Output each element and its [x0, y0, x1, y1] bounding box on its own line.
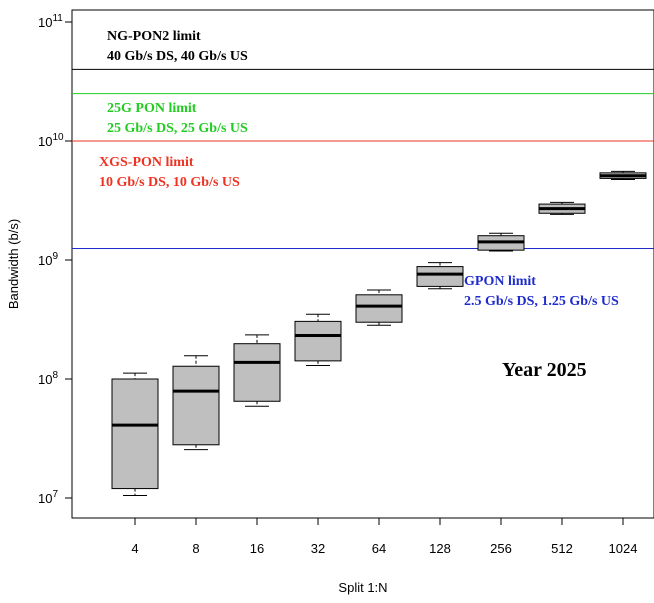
- x-tick-label-8: 8: [192, 541, 199, 556]
- iqr-box: [294, 320, 342, 362]
- box-16: [233, 334, 281, 407]
- iqr-box: [233, 343, 281, 402]
- x-tick-label-16: 16: [250, 541, 264, 556]
- iqr-box: [111, 378, 159, 490]
- y-tick-label-10e9: 109: [38, 251, 58, 268]
- box-128: [416, 262, 464, 290]
- x-axis: 4 8 16 32 64 128 256 512 1024: [131, 518, 637, 556]
- pon25g-label-line1: 25G PON limit: [107, 101, 197, 116]
- xgspon-label-line2: 10 Gb/s DS, 10 Gb/s US: [99, 175, 240, 190]
- x-tick-label-1024: 1024: [609, 541, 638, 556]
- gpon-label-line2: 2.5 Gb/s DS, 1.25 Gb/s US: [464, 294, 619, 309]
- year-annotation: Year 2025: [502, 359, 587, 381]
- boxes: [111, 170, 647, 496]
- box-32: [294, 313, 342, 366]
- gpon-label-line1: GPON limit: [464, 274, 536, 289]
- ngpon2-label-line2: 40 Gb/s DS, 40 Gb/s US: [107, 49, 248, 64]
- x-tick-label-32: 32: [311, 541, 325, 556]
- iqr-box: [355, 294, 403, 323]
- x-tick-label-512: 512: [551, 541, 573, 556]
- box-8: [172, 355, 220, 451]
- ngpon2-label-line1: NG-PON2 limit: [107, 29, 201, 44]
- y-axis-title: Bandwidth (b/s): [6, 219, 21, 309]
- x-tick-label-256: 256: [490, 541, 512, 556]
- box-64: [355, 289, 403, 326]
- box-4: [111, 372, 159, 496]
- pon25g-label-line2: 25 Gb/s DS, 25 Gb/s US: [107, 121, 248, 136]
- y-axis: 107 108 109 1010 1011: [38, 13, 72, 506]
- y-tick-label-10e10: 1010: [38, 132, 64, 149]
- iqr-box: [416, 266, 464, 287]
- y-tick-label-10e8: 108: [38, 370, 58, 387]
- x-tick-label-4: 4: [131, 541, 138, 556]
- reference-lines: [72, 68, 654, 249]
- box-512: [538, 201, 586, 215]
- plot-frame: [71, 9, 654, 519]
- x-tick-label-64: 64: [372, 541, 386, 556]
- xgspon-label-line1: XGS-PON limit: [99, 155, 194, 170]
- x-tick-label-128: 128: [429, 541, 451, 556]
- box-256: [477, 232, 525, 252]
- iqr-box: [172, 365, 220, 446]
- box-1024: [599, 170, 647, 180]
- y-tick-label-10e7: 107: [38, 489, 58, 506]
- x-axis-title: Split 1:N: [338, 580, 387, 595]
- y-tick-label-10e11: 1011: [38, 13, 63, 30]
